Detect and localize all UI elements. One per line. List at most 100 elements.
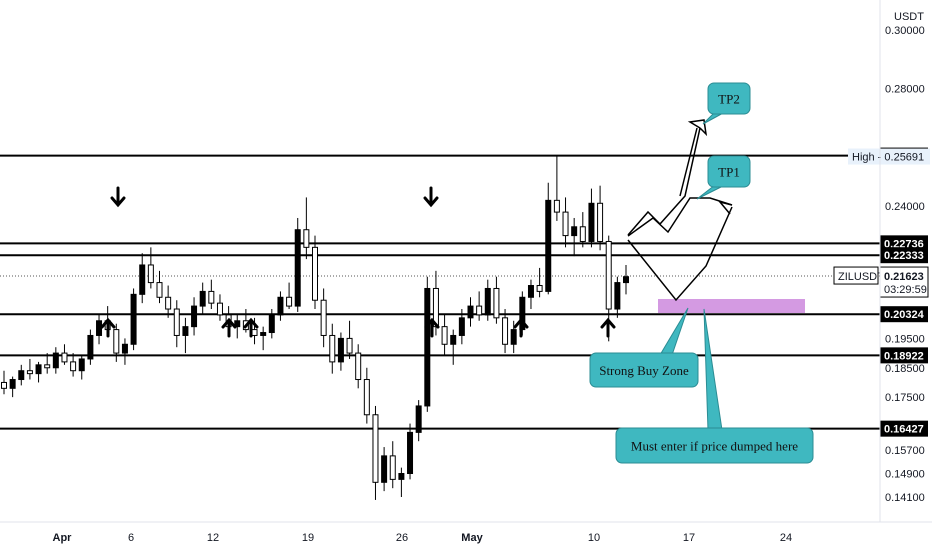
level-label: 0.22333 [884,250,924,262]
candle-body [320,299,327,336]
candle-body [407,431,414,475]
candle-body [502,317,509,345]
candle-body [484,287,491,316]
symbol-tag: ZILUSDT [838,271,884,283]
candle-body [182,326,189,336]
candle-body [597,202,604,242]
candle-body [113,329,120,354]
candle-body [527,285,534,298]
candle-body [268,314,275,334]
candle-body [1,381,7,389]
candle-body [303,229,310,248]
down-arrow [423,186,439,208]
candle-body [329,334,336,363]
x-tick-label: Apr [53,532,73,544]
must-enter-callout: Must enter if price dumped here [615,308,814,464]
candle-body [26,370,33,375]
candle-body [510,329,517,345]
y-tick-label: 0.18500 [885,363,925,375]
candle-body [424,287,431,407]
x-tick-label: 6 [128,532,134,544]
y-tick-label: 0.30000 [885,25,925,37]
candle-body [398,473,405,480]
candle-body [9,379,16,389]
candle-body [588,202,595,242]
candle-body [251,329,258,336]
path-to-tp1 [627,197,733,237]
candle-body [372,414,379,483]
candle-body [562,211,569,237]
candle-body [70,361,77,372]
last-price-label: 0.21623 [884,271,924,283]
candle-body [363,379,370,416]
currency-label: USDT [894,11,924,23]
candle-body [147,264,154,284]
candle-body [260,332,267,336]
candle-body [545,199,552,292]
level-label: 0.16427 [884,424,924,436]
y-tick-label: 0.28000 [885,84,925,96]
candle-body [44,364,51,369]
tp1-callout-box [707,155,751,188]
price-axis[interactable]: USDT0.300000.280000.240000.195000.185000… [879,0,925,522]
candle-body [234,320,241,328]
tp2-callout: TP2 [702,82,751,125]
candle-body [199,290,206,307]
y-tick-label: 0.14100 [885,492,925,504]
candle-body [381,455,388,483]
up-arrow [600,317,616,338]
buy-zone-callout-text: Strong Buy Zone [599,363,689,378]
candle-body [623,276,629,284]
candle-body [130,293,137,345]
candle-body [476,305,483,316]
candle-body [536,285,543,292]
up-arrow [221,317,237,338]
candle-body [191,305,198,328]
x-tick-label: 19 [302,532,314,544]
candle-body [450,334,457,345]
candle-body [78,358,85,372]
up-arrow [100,317,116,338]
countdown-label: 03:29:59 [884,284,927,296]
x-tick-label: May [461,532,483,544]
buy-zone-rect [658,299,805,313]
time-axis[interactable]: Apr 6 12 19 26 May 10 17 24 [0,521,932,544]
candle-body [441,326,448,345]
tp2-arrowhead [687,119,708,137]
candle-body [415,405,422,433]
level-label-bg [880,306,928,323]
tp2-callout-box [707,82,751,115]
x-tick-label: 10 [588,532,600,544]
candle-body [156,282,163,298]
candle-body [467,305,474,319]
arrow-markers [100,186,616,338]
symbol-tag-bg [833,266,879,285]
horizontal-levels: 0.257240.227360.223330.203240.189220.164… [0,147,930,437]
up-arrow [513,317,529,338]
candle-body [87,334,94,360]
candle-body [165,296,172,310]
path-drawings [627,119,805,313]
candle-body [173,308,180,336]
tp2-leg [679,127,698,197]
y-tick-label: 0.19500 [885,333,925,345]
level-label: 0.20324 [884,309,925,321]
must-enter-callout-text: Must enter if price dumped here [631,439,798,454]
level-label-bg [880,420,928,437]
level-label: 0.18922 [884,350,924,362]
x-tick-label: 12 [207,532,219,544]
must-enter-callout-box [615,427,814,464]
candle-body [286,296,293,307]
y-tick-label: 0.24000 [885,201,925,213]
buy-zone-callout: Strong Buy Zone [589,307,699,388]
candle-body [294,229,301,307]
tp2-callout-text: TP2 [718,92,740,107]
candle-body [355,352,362,381]
candle-body [312,246,318,301]
last-price-bg [879,266,929,298]
candle-body [346,337,353,354]
candle-body [605,240,612,310]
candle-body [35,364,42,375]
candle-body [18,370,25,381]
